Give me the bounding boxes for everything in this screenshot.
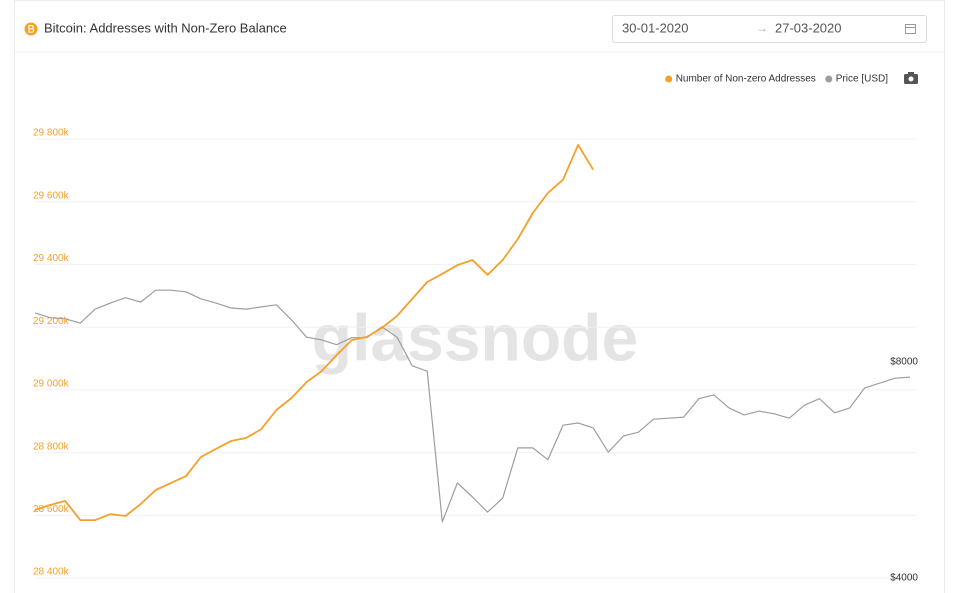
y-tick-label: 29 600k [33,190,70,201]
legend-swatch [665,75,673,83]
y-tick-label: 28 800k [33,441,70,452]
series-line [34,144,594,521]
calendar-icon[interactable] [905,24,916,34]
legend-swatch [825,75,833,83]
y-tick-label: 29 400k [33,253,70,264]
camera-icon[interactable] [904,72,918,84]
date-from[interactable]: 30-01-2020 [622,20,689,35]
y2-tick-label: $8000 [890,357,918,368]
y-tick-label: 29 000k [33,379,70,390]
card [14,0,945,593]
y-tick-label: 29 200k [33,316,70,327]
y-tick-label: 28 400k [33,567,70,578]
camera-top [908,72,914,75]
camera-lens [908,76,914,82]
calendar-body [905,24,916,34]
y-tick-label: 28 600k [33,504,70,515]
y2-tick-label: $4000 [890,573,918,584]
date-to[interactable]: 27-03-2020 [775,20,842,35]
date-arrow: → [756,21,768,35]
series-line [34,289,911,523]
date-range-picker[interactable] [612,15,927,43]
bitcoin-glyph [28,24,35,33]
chart-title: Bitcoin: Addresses with Non-Zero Balance [44,20,287,35]
y-tick-label: 29 800k [33,128,70,139]
legend-label: Number of Non-zero Addresses [676,74,816,85]
legend-label: Price [USD] [836,74,888,85]
